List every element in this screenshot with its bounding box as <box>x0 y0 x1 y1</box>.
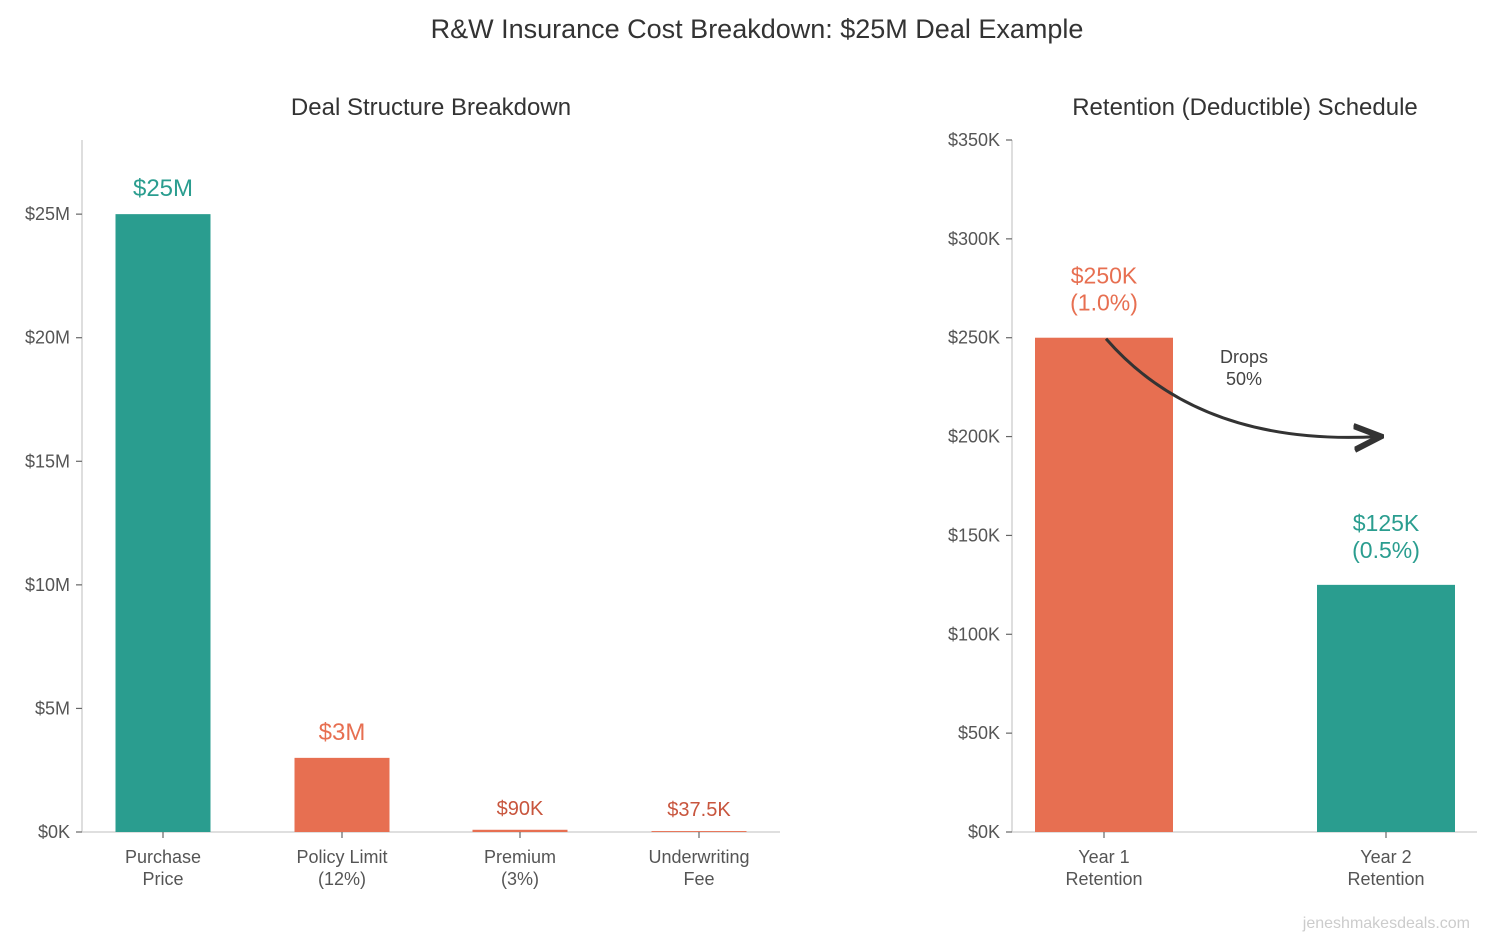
y-tick-label: $300K <box>948 229 1000 249</box>
arrow-annotation <box>1104 337 1378 438</box>
y-tick-label: $0K <box>38 822 70 842</box>
annotation-text: Drops 50% <box>1220 347 1268 389</box>
y-tick-label: $20M <box>25 328 70 348</box>
bar <box>115 214 211 833</box>
y-tick-label: $150K <box>948 525 1000 545</box>
data-label: $25M <box>133 175 193 202</box>
bar <box>1317 584 1455 832</box>
y-tick-label: $10M <box>25 575 70 595</box>
data-label: $3M <box>319 719 366 746</box>
data-label: $90K <box>497 798 544 820</box>
y-tick-label: $0K <box>968 822 1000 842</box>
bar <box>294 757 390 832</box>
bar <box>1035 337 1173 832</box>
data-label: $125K (0.5%) <box>1352 510 1420 563</box>
suptitle: R&W Insurance Cost Breakdown: $25M Deal … <box>431 14 1084 44</box>
y-tick-label: $50K <box>958 723 1000 743</box>
y-tick-label: $250K <box>948 328 1000 348</box>
data-label: $37.5K <box>667 799 731 821</box>
x-tick-label: Year 2 Retention <box>1347 847 1424 889</box>
y-tick-label: $15M <box>25 451 70 471</box>
x-tick-label: Premium (3%) <box>484 847 556 889</box>
y-tick-label: $25M <box>25 204 70 224</box>
chart-title: Deal Structure Breakdown <box>291 94 571 121</box>
bar <box>472 829 568 832</box>
x-tick-label: Purchase Price <box>125 847 201 889</box>
y-tick-label: $100K <box>948 624 1000 644</box>
chart-title: Retention (Deductible) Schedule <box>1072 94 1418 121</box>
watermark: jeneshmakesdeals.com <box>1302 915 1470 932</box>
chart-deal-structure: Deal Structure Breakdown $0K $5M $10M $15M $2… <box>25 94 780 889</box>
y-tick-label: $200K <box>948 427 1000 447</box>
x-tick-label: Year 1 Retention <box>1065 847 1142 889</box>
x-tick-label: Underwriting Fee <box>648 847 749 889</box>
bar <box>651 831 747 832</box>
y-tick-label: $350K <box>948 130 1000 150</box>
x-tick-label: Policy Limit (12%) <box>296 847 387 889</box>
data-label: $250K (1.0%) <box>1070 263 1138 316</box>
y-tick-label: $5M <box>35 698 70 718</box>
chart-retention-schedule: Retention (Deductible) Schedule $0K $50K $1… <box>948 94 1477 889</box>
